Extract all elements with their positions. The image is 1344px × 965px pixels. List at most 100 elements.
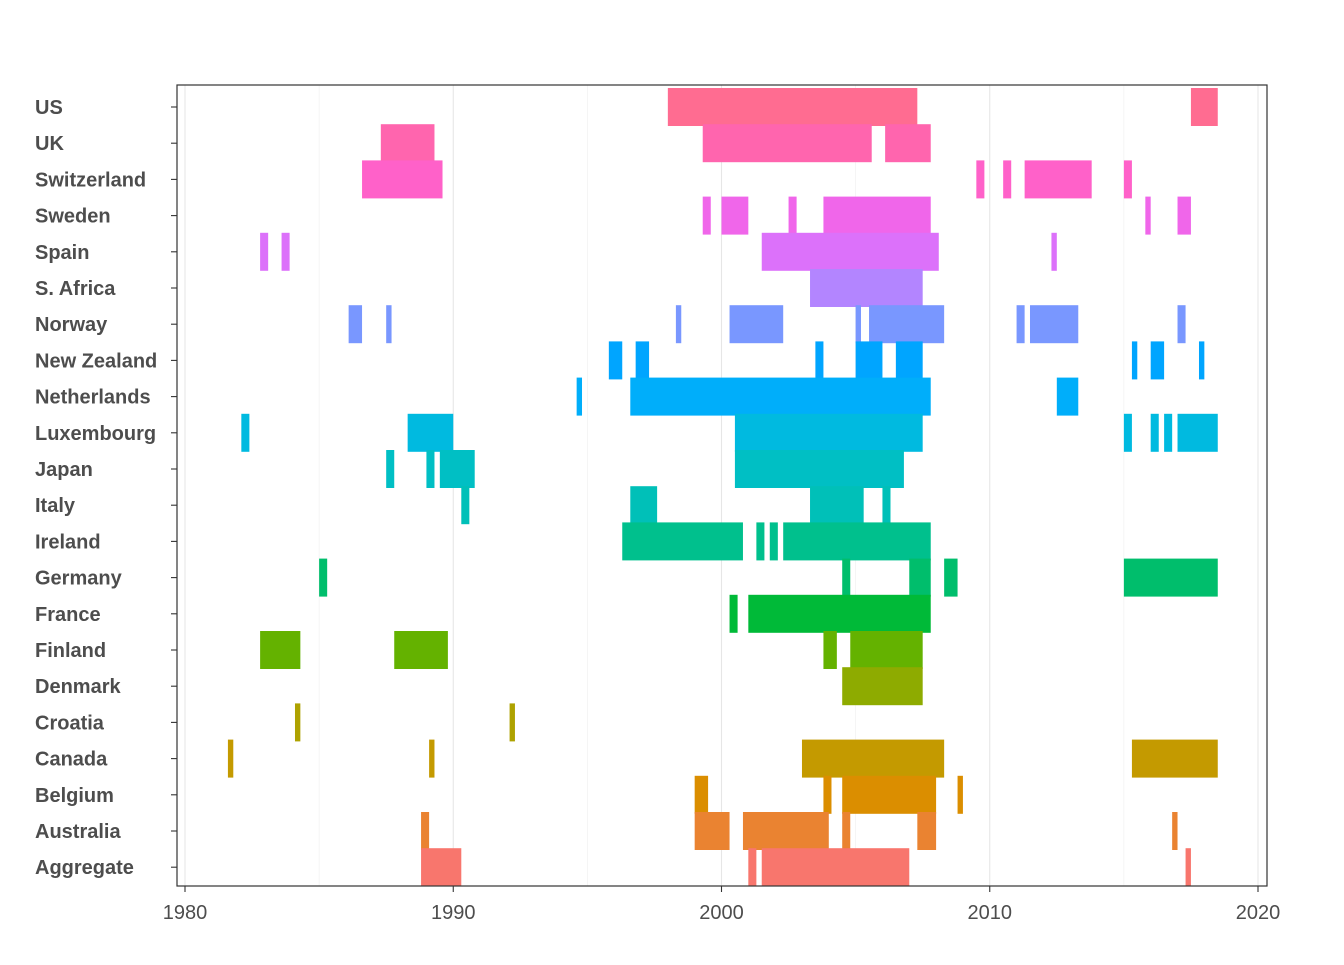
interval-bar bbox=[842, 667, 923, 706]
interval-bar bbox=[1024, 160, 1092, 199]
interval-bar bbox=[895, 341, 923, 380]
row-ireland bbox=[622, 522, 931, 561]
interval-bar bbox=[801, 739, 945, 778]
y-tick-label: Sweden bbox=[35, 206, 111, 228]
interval-bar bbox=[1164, 413, 1173, 452]
interval-bar bbox=[1150, 341, 1165, 380]
interval-bar bbox=[227, 739, 234, 778]
y-tick-label: Switzerland bbox=[35, 169, 146, 191]
interval-bar bbox=[1051, 232, 1057, 271]
y-tick-label: Norway bbox=[35, 314, 108, 336]
interval-bar bbox=[734, 413, 923, 452]
interval-bar bbox=[917, 812, 937, 850]
y-tick-label: Ireland bbox=[35, 531, 101, 553]
interval-bar bbox=[509, 703, 515, 742]
row-luxembourg bbox=[241, 413, 1218, 452]
row-netherlands bbox=[576, 377, 1079, 416]
interval-bar bbox=[260, 631, 301, 669]
interval-bar bbox=[1172, 812, 1178, 850]
y-tick-label: Canada bbox=[35, 749, 108, 771]
interval-bar bbox=[608, 341, 623, 380]
interval-bar bbox=[976, 160, 985, 199]
row-switzerland bbox=[362, 160, 1132, 199]
interval-bar bbox=[769, 522, 778, 561]
interval-bar bbox=[461, 486, 470, 525]
interval-bar bbox=[734, 450, 904, 488]
interval-bar bbox=[241, 413, 250, 452]
interval-bar bbox=[426, 450, 435, 488]
y-tick-label: Italy bbox=[35, 495, 76, 517]
interval-bar bbox=[850, 631, 923, 669]
interval-bar bbox=[1177, 413, 1218, 452]
y-tick-label: France bbox=[35, 604, 101, 626]
row-denmark bbox=[842, 667, 923, 706]
interval-bar bbox=[281, 232, 290, 271]
y-tick-label: Aggregate bbox=[35, 857, 134, 879]
interval-bar bbox=[882, 486, 891, 525]
interval-bar bbox=[1131, 739, 1218, 778]
y-axis: US UK Switzerland Sweden Spain S. Africa Norwa… bbox=[35, 97, 177, 879]
row-new-zealand bbox=[608, 341, 1205, 380]
interval-bar bbox=[1123, 413, 1132, 452]
interval-bar bbox=[729, 594, 738, 633]
interval-bar bbox=[842, 812, 851, 850]
interval-bar bbox=[622, 522, 743, 561]
interval-bars bbox=[227, 88, 1218, 887]
interval-bar bbox=[1056, 377, 1079, 416]
x-tick-label: 1980 bbox=[163, 902, 208, 924]
y-tick-label: Belgium bbox=[35, 785, 114, 807]
interval-bar bbox=[842, 558, 851, 597]
interval-bar bbox=[855, 341, 883, 380]
y-tick-label: Germany bbox=[35, 568, 123, 590]
y-tick-label: New Zealand bbox=[35, 350, 157, 372]
interval-bar bbox=[675, 305, 682, 344]
interval-bar bbox=[756, 522, 765, 561]
interval-bar bbox=[788, 196, 797, 235]
interval-bar bbox=[1131, 341, 1138, 380]
interval-bar bbox=[1145, 196, 1151, 235]
row-canada bbox=[227, 739, 1218, 778]
y-tick-label: Netherlands bbox=[35, 387, 151, 409]
interval-bar bbox=[439, 450, 475, 488]
row-norway bbox=[348, 305, 1186, 344]
interval-bar bbox=[667, 88, 918, 126]
row-japan bbox=[386, 450, 904, 488]
interval-bar bbox=[630, 486, 658, 525]
interval-bar bbox=[394, 631, 448, 669]
interval-bar bbox=[576, 377, 583, 416]
y-tick-label: UK bbox=[35, 133, 64, 155]
interval-bar bbox=[635, 341, 650, 380]
row-france bbox=[729, 594, 931, 633]
interval-bar bbox=[761, 232, 939, 271]
row-uk bbox=[380, 124, 931, 163]
interval-bar bbox=[823, 775, 832, 814]
interval-bar bbox=[855, 305, 861, 344]
interval-bar bbox=[748, 848, 757, 887]
y-tick-label: Spain bbox=[35, 242, 89, 264]
interval-bar bbox=[742, 812, 829, 850]
interval-bar bbox=[429, 739, 435, 778]
y-tick-label: S. Africa bbox=[35, 278, 116, 300]
y-tick-label: Croatia bbox=[35, 712, 105, 734]
y-tick-label: Japan bbox=[35, 459, 93, 481]
interval-bar bbox=[1029, 305, 1079, 344]
interval-bar bbox=[407, 413, 454, 452]
y-tick-label: Finland bbox=[35, 640, 106, 662]
y-tick-label: Denmark bbox=[35, 676, 121, 698]
interval-bar bbox=[1123, 160, 1132, 199]
y-tick-label: Australia bbox=[35, 821, 121, 843]
interval-bar bbox=[810, 269, 923, 307]
interval-bar bbox=[761, 848, 910, 887]
interval-bar bbox=[810, 486, 864, 525]
y-tick-label: US bbox=[35, 97, 63, 119]
interval-bar bbox=[1003, 160, 1012, 199]
interval-bar bbox=[1150, 413, 1159, 452]
interval-bar bbox=[386, 305, 392, 344]
row-finland bbox=[260, 631, 923, 669]
interval-bar bbox=[421, 848, 462, 887]
row-belgium bbox=[694, 775, 963, 814]
interval-bar bbox=[294, 703, 301, 742]
y-tick-label: Luxembourg bbox=[35, 423, 156, 445]
interval-bar bbox=[1177, 196, 1191, 235]
interval-bar bbox=[702, 196, 711, 235]
